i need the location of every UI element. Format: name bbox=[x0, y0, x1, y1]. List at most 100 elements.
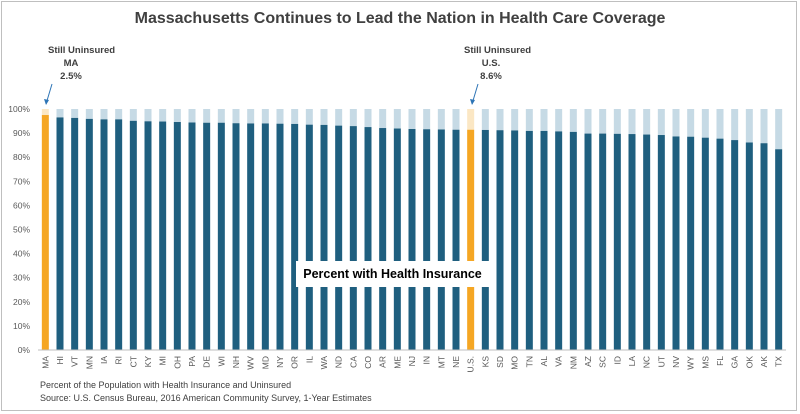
insured-bar bbox=[496, 130, 504, 350]
x-tick-label: WI bbox=[216, 356, 226, 366]
x-tick-label: GA bbox=[730, 356, 740, 369]
insured-bar bbox=[613, 133, 621, 350]
x-tick-label: SC bbox=[598, 356, 608, 368]
insured-bar bbox=[71, 117, 79, 351]
uninsured-bar bbox=[100, 109, 108, 120]
insured-bar bbox=[760, 143, 768, 350]
x-tick-label: CT bbox=[128, 356, 138, 367]
insured-bar bbox=[584, 133, 592, 350]
y-tick-label: 80% bbox=[13, 152, 30, 162]
insured-bar bbox=[335, 125, 343, 350]
x-tick-label: IL bbox=[304, 356, 314, 363]
x-tick-label: WY bbox=[686, 356, 696, 370]
uninsured-bar bbox=[643, 109, 651, 135]
uninsured-bar bbox=[745, 109, 753, 143]
x-tick-label: ME bbox=[392, 356, 402, 369]
uninsured-bar bbox=[203, 109, 211, 123]
x-tick-label: NM bbox=[568, 356, 578, 369]
annotation-ma-line3: 2.5% bbox=[60, 71, 82, 82]
annotation-ma-line2: MA bbox=[63, 58, 79, 69]
insured-bar bbox=[364, 127, 372, 350]
insured-bar bbox=[217, 122, 225, 350]
x-tick-label: HI bbox=[55, 356, 65, 365]
uninsured-bar bbox=[775, 109, 783, 150]
insured-bar bbox=[452, 129, 460, 350]
insured-bar bbox=[320, 124, 328, 350]
x-tick-label: MA bbox=[40, 356, 50, 369]
insured-bar bbox=[261, 123, 269, 351]
uninsured-bar bbox=[584, 109, 592, 134]
annotation-us-line3: 8.6% bbox=[480, 71, 502, 82]
uninsured-bar bbox=[41, 109, 49, 116]
x-tick-label: DE bbox=[202, 356, 212, 368]
y-tick-label: 10% bbox=[13, 321, 30, 331]
uninsured-bar bbox=[335, 109, 343, 126]
uninsured-bar bbox=[305, 109, 313, 125]
insured-bar bbox=[188, 122, 196, 350]
uninsured-bar bbox=[760, 109, 768, 144]
x-tick-label: CA bbox=[348, 356, 358, 368]
x-tick-label: NH bbox=[231, 356, 241, 368]
uninsured-bar bbox=[393, 109, 401, 129]
y-tick-label: 70% bbox=[13, 176, 30, 186]
insured-bar bbox=[481, 129, 489, 350]
annotation-us-line2: U.S. bbox=[481, 58, 501, 69]
x-tick-label: KY bbox=[143, 356, 153, 368]
insured-bar bbox=[599, 133, 607, 350]
insured-bar bbox=[379, 128, 387, 350]
uninsured-bar bbox=[349, 109, 357, 127]
insured-bar bbox=[525, 130, 533, 350]
x-tick-label: OH bbox=[172, 356, 182, 369]
insured-bar bbox=[555, 131, 563, 350]
x-tick-label: IA bbox=[99, 356, 109, 364]
insured-bar bbox=[423, 129, 431, 350]
uninsured-bar bbox=[599, 109, 607, 134]
x-tick-label: MD bbox=[260, 356, 270, 369]
x-tick-label: TX bbox=[774, 356, 784, 367]
x-tick-label: VA bbox=[554, 356, 564, 367]
uninsured-bar bbox=[437, 109, 445, 130]
x-tick-label: UT bbox=[656, 356, 666, 367]
uninsured-bar bbox=[672, 109, 680, 137]
x-tick-label: MT bbox=[436, 356, 446, 368]
annotation-us-arrowhead bbox=[470, 99, 475, 105]
uninsured-bar bbox=[481, 109, 489, 130]
uninsured-bar bbox=[261, 109, 269, 124]
chart-title: Massachusetts Continues to Lead the Nati… bbox=[134, 10, 666, 27]
uninsured-bar bbox=[379, 109, 387, 129]
x-tick-label: FL bbox=[715, 356, 725, 366]
x-tick-label: SD bbox=[495, 356, 505, 368]
x-tick-label: MO bbox=[510, 356, 520, 370]
insured-bar bbox=[159, 121, 167, 350]
x-tick-label: NJ bbox=[407, 356, 417, 366]
insured-bar bbox=[745, 142, 753, 350]
uninsured-bar bbox=[320, 109, 328, 125]
insured-bar bbox=[85, 118, 93, 350]
uninsured-bar bbox=[144, 109, 152, 122]
insured-bar bbox=[672, 136, 680, 350]
y-tick-label: 40% bbox=[13, 249, 30, 259]
footnote: Percent of the Population with Health In… bbox=[40, 380, 292, 390]
uninsured-bar bbox=[613, 109, 621, 134]
uninsured-bar bbox=[173, 109, 181, 123]
x-tick-label: NY bbox=[275, 356, 285, 368]
x-tick-label: MN bbox=[84, 356, 94, 369]
x-tick-label: NC bbox=[642, 356, 652, 368]
insured-bar bbox=[393, 128, 401, 350]
uninsured-bar bbox=[467, 109, 475, 130]
insured-bar bbox=[100, 119, 108, 350]
insured-bar bbox=[687, 136, 695, 350]
y-tick-label: 100% bbox=[8, 104, 30, 114]
uninsured-bar bbox=[540, 109, 548, 131]
uninsured-bar bbox=[569, 109, 577, 132]
insured-bar bbox=[701, 137, 709, 350]
uninsured-bar bbox=[525, 109, 533, 131]
annotation-ma-arrowhead bbox=[44, 99, 49, 105]
uninsured-bar bbox=[71, 109, 79, 118]
insured-bar bbox=[511, 130, 519, 350]
uninsured-bar bbox=[247, 109, 255, 124]
y-tick-label: 20% bbox=[13, 297, 30, 307]
insured-bar bbox=[129, 120, 137, 351]
x-tick-label: AK bbox=[759, 356, 769, 368]
